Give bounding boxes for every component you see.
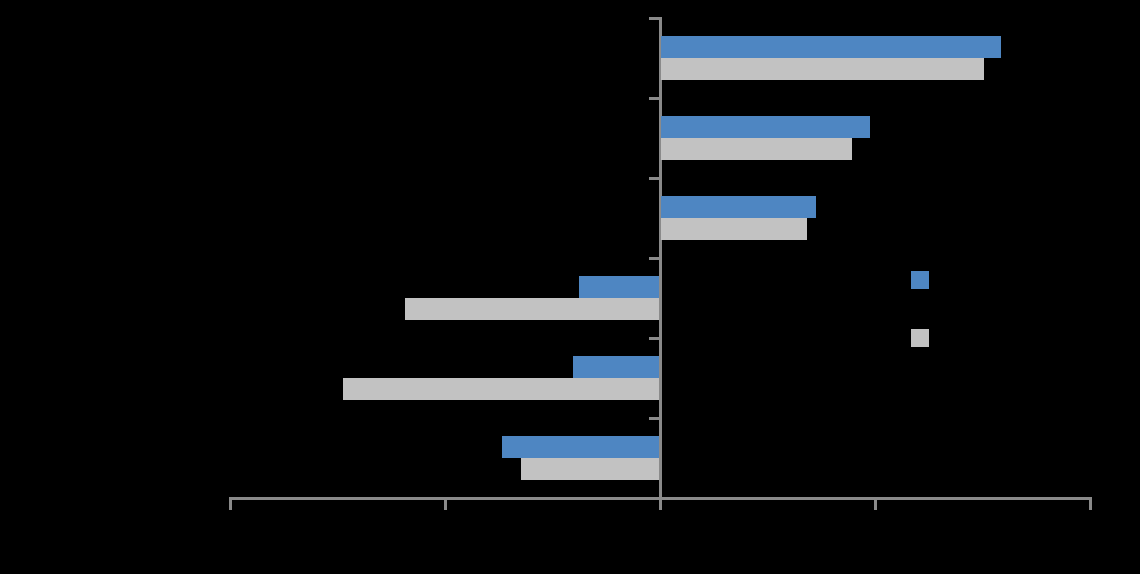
legend-swatch-blue-series xyxy=(911,271,929,289)
y-axis-tick-1 xyxy=(649,17,659,20)
legend-swatch-gray-series xyxy=(911,329,929,347)
blue-series-bar-2 xyxy=(661,116,870,138)
gray-series-bar-5 xyxy=(343,378,659,400)
blue-series-bar-6 xyxy=(502,436,659,458)
y-axis-tick-3 xyxy=(649,177,659,180)
blue-series-bar-1 xyxy=(661,36,1001,58)
y-axis-line xyxy=(659,17,662,500)
blue-series-bar-4 xyxy=(579,276,659,298)
gray-series-bar-1 xyxy=(661,58,984,80)
y-axis-tick-4 xyxy=(649,257,659,260)
blue-series-bar-3 xyxy=(661,196,816,218)
blue-series-bar-5 xyxy=(573,356,659,378)
x-axis-tick-2 xyxy=(1089,497,1092,510)
x-axis-tick--1 xyxy=(444,497,447,510)
y-axis-tick-6 xyxy=(649,417,659,420)
y-axis-tick-5 xyxy=(649,337,659,340)
y-axis-tick-2 xyxy=(649,97,659,100)
x-axis-tick-1 xyxy=(874,497,877,510)
gray-series-bar-3 xyxy=(661,218,807,240)
gray-series-bar-6 xyxy=(521,458,659,480)
x-axis-tick--2 xyxy=(229,497,232,510)
gray-series-bar-2 xyxy=(661,138,852,160)
gray-series-bar-4 xyxy=(405,298,659,320)
x-axis-tick-0 xyxy=(659,497,662,510)
